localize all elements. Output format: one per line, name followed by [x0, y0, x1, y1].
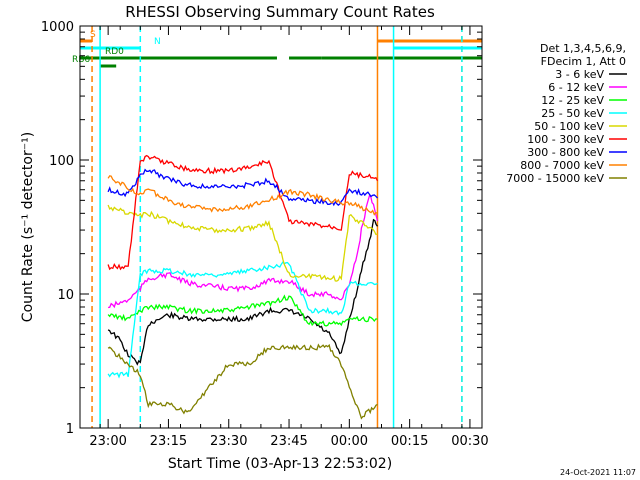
x-tick-label: 23:30	[210, 434, 247, 449]
series-line	[107, 154, 379, 271]
legend-entry-label: 100 - 300 keV	[527, 133, 604, 146]
x-axis-ticks: 23:00 23:15 23:30 23:45 00:00 00:15 00:30	[79, 26, 489, 449]
y-tick-label: 1	[66, 422, 74, 437]
legend-entry-label: 6 - 12 keV	[548, 81, 604, 94]
x-tick-label: 23:45	[270, 434, 307, 449]
legend: Det 1,3,4,5,6,9,FDecim 1, Att 03 - 6 keV…	[506, 42, 627, 185]
flag-label: RD0	[105, 47, 124, 57]
legend-entry-label: 25 - 50 keV	[541, 107, 604, 120]
y-axis-label: Count Rate (s⁻¹ detector⁻¹)	[20, 132, 36, 322]
series-line	[107, 175, 378, 216]
series-line	[107, 343, 378, 420]
flag-label: S	[90, 30, 96, 40]
flag-bars: S N RD0 RB6	[72, 30, 482, 68]
x-tick-label: 23:00	[89, 434, 126, 449]
flag-label: RB6	[72, 55, 90, 65]
x-axis-label: Start Time (03-Apr-13 22:53:02)	[168, 456, 392, 472]
series-line	[108, 194, 379, 309]
flag-label: N	[154, 37, 161, 47]
legend-header: FDecim 1, Att 0	[541, 55, 626, 68]
x-tick-label: 00:15	[391, 434, 428, 449]
legend-entry-label: 800 - 7000 keV	[520, 159, 604, 172]
legend-entry-label: 7000 - 15000 keV	[506, 172, 604, 185]
y-tick-label: 10	[57, 288, 74, 303]
chart-title: RHESSI Observing Summary Count Rates	[125, 3, 435, 21]
series-line	[107, 168, 378, 207]
x-tick-label: 00:00	[331, 434, 368, 449]
data-series	[107, 154, 379, 420]
series-line	[107, 261, 378, 379]
series-line	[107, 294, 378, 327]
x-tick-label: 23:15	[150, 434, 187, 449]
x-tick-label: 00:30	[451, 434, 488, 449]
y-tick-label: 1000	[41, 20, 74, 35]
vertical-markers	[91, 26, 463, 428]
legend-entry-label: 12 - 25 keV	[541, 94, 604, 107]
legend-entry-label: 300 - 800 keV	[527, 146, 604, 159]
legend-entry-label: 50 - 100 keV	[534, 120, 604, 133]
legend-header: Det 1,3,4,5,6,9,	[540, 42, 626, 55]
y-tick-label: 100	[49, 154, 74, 169]
legend-entry-label: 3 - 6 keV	[555, 68, 604, 81]
series-line	[107, 204, 378, 282]
render-timestamp: 24-Oct-2021 11:07	[560, 468, 636, 477]
y-axis-ticks: 1 10 100 1000	[41, 20, 482, 437]
series-line	[107, 218, 379, 366]
